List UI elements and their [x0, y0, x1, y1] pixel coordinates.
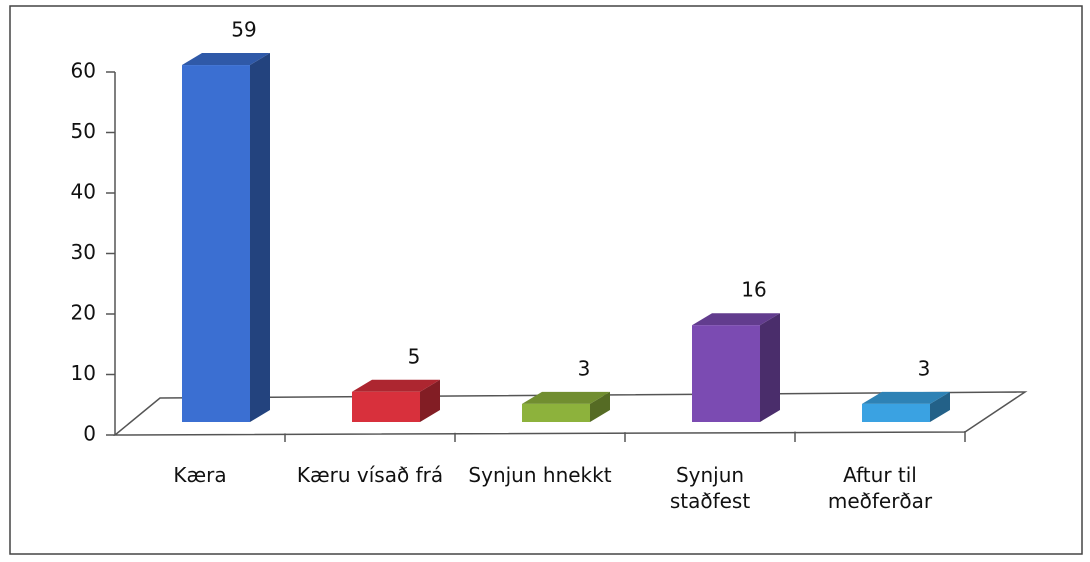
bar-top	[522, 391, 610, 404]
x-tick-label: Aftur til meðferðar	[827, 463, 933, 513]
y-tick-label: 40	[71, 180, 96, 204]
x-tick-label: Kæru vísað frá	[296, 463, 444, 487]
value-label: 5	[408, 344, 421, 368]
bar	[522, 403, 590, 422]
bar-side	[250, 53, 270, 423]
value-label: 59	[231, 18, 256, 42]
bar	[352, 391, 420, 422]
bar-top	[182, 53, 270, 66]
x-tick-label: Kæra	[173, 463, 227, 487]
y-tick-label: 10	[71, 361, 96, 385]
chart-frame	[9, 5, 1083, 555]
bar-side	[420, 379, 440, 422]
bar-top	[692, 313, 780, 326]
bar-top	[352, 379, 440, 392]
bar-top	[862, 391, 950, 404]
value-label: 3	[918, 356, 931, 380]
bar	[692, 325, 760, 422]
floor	[112, 391, 1028, 436]
value-label: 16	[741, 278, 766, 302]
bar-side	[760, 313, 780, 422]
y-tick-label: 20	[71, 301, 96, 325]
bar-side	[590, 391, 610, 422]
bar-side	[930, 391, 950, 422]
y-tick-label: 30	[71, 240, 96, 264]
y-tick-label: 60	[71, 59, 96, 83]
x-tick-label: Synjun hnekkt	[468, 463, 612, 487]
bar	[862, 403, 930, 422]
bar	[182, 65, 250, 423]
y-tick-label: 0	[83, 422, 96, 446]
value-label: 3	[578, 356, 591, 380]
y-tick-label: 50	[71, 119, 96, 143]
x-tick-label: Synjun staðfest	[669, 463, 751, 513]
